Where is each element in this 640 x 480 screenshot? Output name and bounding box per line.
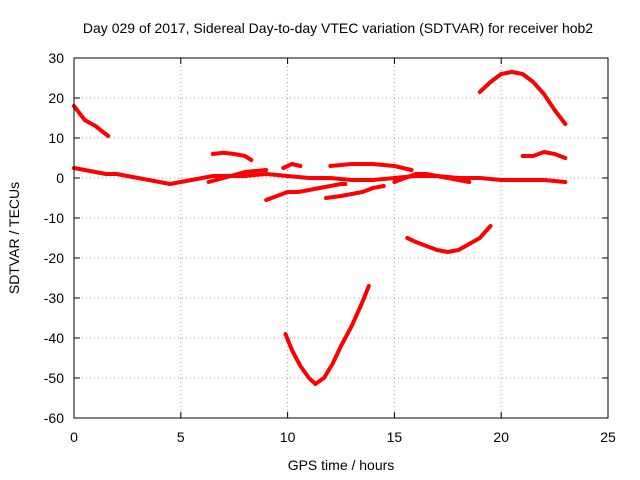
grid — [74, 58, 608, 418]
chart-title: Day 029 of 2017, Sidereal Day-to-day VTE… — [83, 20, 593, 36]
x-tick-label: 10 — [280, 429, 296, 445]
series-line-2 — [72, 166, 568, 186]
series-group — [72, 70, 568, 386]
y-tick-label: 20 — [48, 90, 64, 106]
series-line-13 — [520, 150, 568, 160]
y-axis-label: SDTVAR / TECUs — [6, 182, 22, 294]
series-line-11 — [405, 224, 493, 254]
series-line-1 — [72, 104, 111, 138]
y-tick-label: -40 — [44, 330, 64, 346]
series-line-8 — [328, 162, 414, 172]
x-tick-label: 25 — [600, 429, 616, 445]
x-tick-labels: 0 5 10 15 20 25 — [70, 429, 616, 445]
x-tick-label: 5 — [177, 429, 185, 445]
x-tick-label: 15 — [387, 429, 403, 445]
y-tick-label: -60 — [44, 410, 64, 426]
y-tick-label: -20 — [44, 250, 64, 266]
x-tick-label: 20 — [493, 429, 509, 445]
series-line-5 — [264, 182, 348, 202]
series-line-4 — [206, 168, 269, 184]
y-tick-label: 30 — [48, 50, 64, 66]
x-tick-label: 0 — [70, 429, 78, 445]
y-tick-label: 0 — [56, 170, 64, 186]
y-tick-labels: 30 20 10 0 -10 -20 -30 -40 -50 -60 — [44, 50, 64, 426]
y-tick-label: 10 — [48, 130, 64, 146]
series-line-10 — [283, 284, 371, 386]
series-line-7 — [324, 184, 386, 200]
y-tick-label: -50 — [44, 370, 64, 386]
y-tick-label: -30 — [44, 290, 64, 306]
series-line-12 — [477, 70, 568, 126]
x-axis-label: GPS time / hours — [288, 457, 395, 473]
y-tick-label: -10 — [44, 210, 64, 226]
plot-frame — [73, 57, 609, 419]
series-line-3 — [210, 150, 254, 162]
ticks — [73, 57, 609, 419]
series-line-6 — [281, 162, 303, 170]
series-line-9 — [392, 172, 472, 184]
